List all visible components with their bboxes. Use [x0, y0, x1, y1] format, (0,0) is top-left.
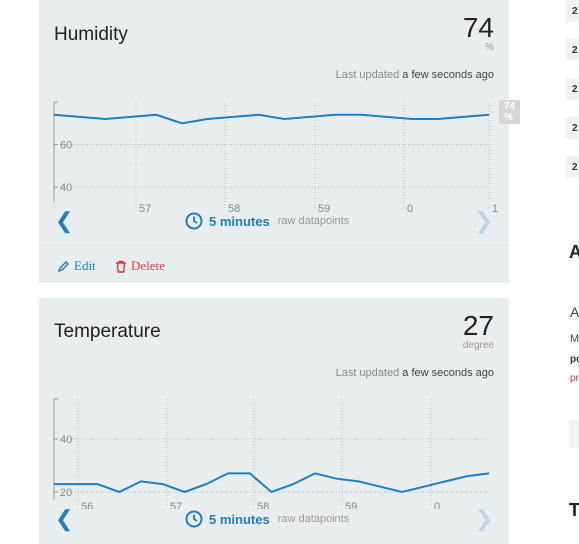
prev-arrow-icon[interactable]: ❮: [55, 506, 74, 531]
x-tick-label: 58: [228, 203, 240, 212]
period-value: 5 minutes: [209, 511, 270, 527]
list-row-bg: [566, 156, 579, 178]
list-row-bg: [566, 0, 579, 22]
y-tick-label: 60: [60, 140, 72, 152]
section-text-a: A: [570, 304, 579, 320]
list-item[interactable]: 2: [572, 84, 578, 95]
humidity-timeline-nav: ❮ 5 minutes raw datapoints ❯: [39, 210, 509, 234]
x-tick-label: 57: [139, 203, 151, 212]
y-tick-label: 40: [60, 434, 72, 446]
pencil-icon: [57, 260, 69, 272]
period-subtitle: raw datapoints: [277, 513, 350, 525]
prev-arrow-icon[interactable]: ❮: [55, 208, 74, 233]
list-item[interactable]: 2: [572, 6, 578, 17]
delete-button[interactable]: Delete: [115, 258, 165, 274]
temperature-value: 27: [462, 310, 494, 341]
y-tick-label: 40: [60, 182, 72, 194]
x-tick-label: 59: [318, 203, 330, 212]
clock-icon: [185, 212, 203, 230]
section-text-m: M: [570, 333, 579, 345]
period-selector[interactable]: 5 minutes raw datapoints: [185, 212, 349, 230]
list-item[interactable]: 2: [572, 162, 578, 173]
list-row-bg: [566, 38, 579, 60]
section-text-po: po: [570, 354, 579, 365]
section-heading-a: A: [569, 242, 579, 262]
temperature-unit: degree: [462, 340, 494, 351]
x-tick-label: 56: [81, 501, 93, 509]
period-subtitle: raw datapoints: [277, 215, 350, 227]
x-tick-label: 0: [434, 501, 440, 509]
humidity-card: Humidity 74 % Last updated a few seconds…: [39, 0, 521, 284]
temperature-card: Temperature 27 degree Last updated a few…: [39, 298, 509, 544]
humidity-unit: %: [485, 42, 494, 53]
period-selector[interactable]: 5 minutes raw datapoints: [185, 510, 349, 528]
humidity-value: 74: [462, 12, 494, 43]
list-row-bg: [566, 78, 579, 100]
next-arrow-icon[interactable]: ❯: [474, 506, 493, 531]
list-item[interactable]: 2: [572, 45, 578, 56]
temperature-timeline-nav: ❮ 5 minutes raw datapoints ❯: [39, 508, 509, 532]
x-tick-label: 59: [345, 501, 357, 509]
x-tick-label: 0: [407, 203, 413, 212]
humidity-last-updated: Last updated a few seconds ago: [335, 69, 494, 81]
x-tick-label: 1: [492, 203, 498, 212]
section-link-pr[interactable]: pr: [570, 373, 579, 384]
humidity-actions: Edit Delete: [39, 245, 509, 284]
x-tick-label: 58: [257, 501, 269, 509]
cropped-box: [569, 420, 579, 448]
list-row-bg: [566, 117, 579, 139]
temperature-title: Temperature: [54, 321, 161, 342]
humidity-chart: 60 40 57 58 59 0 1: [53, 101, 498, 212]
humidity-current-badge: 74 %: [499, 100, 521, 124]
temperature-last-updated: Last updated a few seconds ago: [335, 367, 494, 379]
trash-icon: [116, 260, 126, 273]
clock-icon: [185, 510, 203, 528]
edit-button[interactable]: Edit: [57, 258, 96, 274]
temperature-series-line: [54, 472, 490, 494]
next-arrow-icon[interactable]: ❯: [474, 208, 493, 233]
y-tick-label: 20: [60, 487, 72, 499]
humidity-series-line: [53, 113, 490, 125]
x-tick-label: 57: [170, 501, 182, 509]
temperature-chart: 40 20 56 57 58 59 0: [53, 398, 490, 509]
section-heading-t: T: [569, 500, 579, 520]
right-column-cropped: 2 2 2 2 2 A A M po pr T: [566, 0, 579, 544]
list-item[interactable]: 2: [572, 123, 578, 134]
humidity-title: Humidity: [54, 24, 128, 45]
period-value: 5 minutes: [209, 213, 270, 229]
